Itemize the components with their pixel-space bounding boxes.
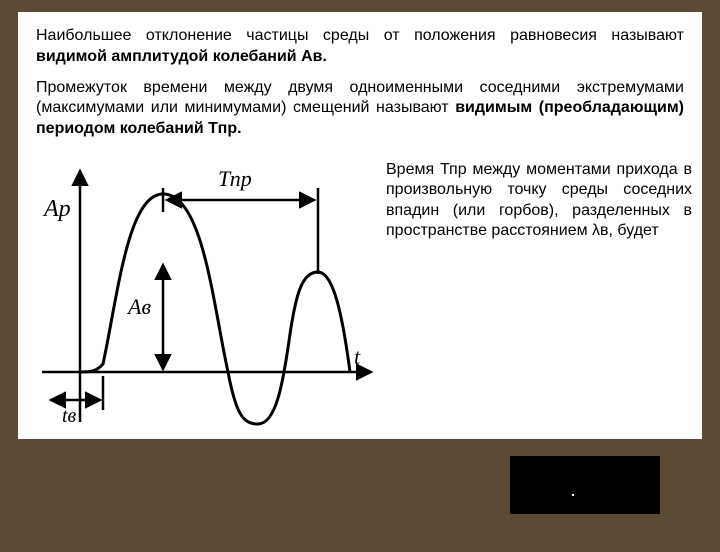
paragraph-period: Промежуток времени между двумя одноименн…	[36, 78, 684, 140]
content-card: Наибольшее отклонение частицы среды от п…	[18, 12, 702, 154]
wave-diagram: Тпр Ав Ар t tв	[18, 154, 378, 439]
paragraph-time: Время Тпр между моментами прихода в прои…	[386, 160, 692, 242]
label-period: Тпр	[218, 166, 252, 191]
label-tb: tв	[62, 405, 77, 427]
formula-placeholder	[510, 456, 660, 514]
label-amplitude: Ав	[126, 294, 151, 319]
label-y-axis: Ар	[42, 196, 71, 222]
right-column: Время Тпр между моментами прихода в прои…	[378, 154, 702, 242]
label-x-axis: t	[354, 344, 361, 369]
p1-text: Наибольшее отклонение частицы среды от п…	[36, 27, 684, 44]
lower-row: Тпр Ав Ар t tв Время Тпр между моментами…	[18, 154, 702, 439]
p1-bold: видимой амплитудой колебаний Ав.	[36, 48, 327, 65]
paragraph-amplitude: Наибольшее отклонение частицы среды от п…	[36, 26, 684, 68]
